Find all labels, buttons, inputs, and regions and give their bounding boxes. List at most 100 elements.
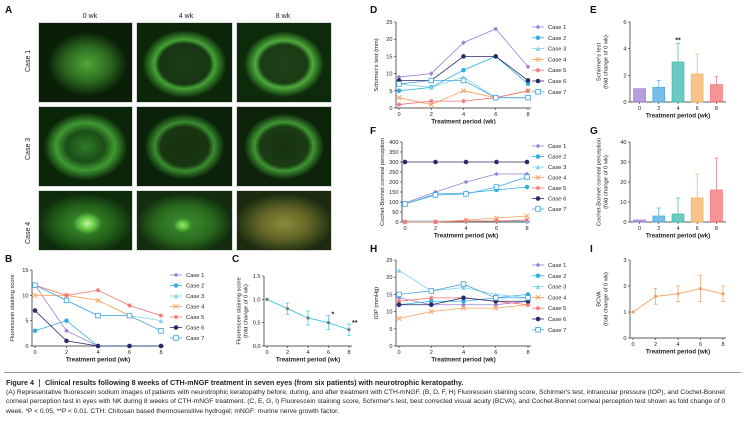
bar <box>633 219 646 223</box>
y-axis-label: Cochet-Bonnet corneal perception <box>380 138 386 226</box>
x-tick-label: 2 <box>430 350 433 356</box>
col-label-8wk: 8 wk <box>275 13 291 20</box>
data-point <box>494 218 499 224</box>
data-point <box>461 98 466 104</box>
data-point <box>158 343 164 349</box>
data-point <box>432 192 439 198</box>
y-tick-label: 50 <box>392 210 398 216</box>
legend-label: Case 5 <box>548 306 566 312</box>
y-axis-label: BCVA <box>597 291 603 306</box>
legend-marker <box>535 273 541 279</box>
y-tick-label: 0 <box>623 336 626 342</box>
data-point <box>396 291 402 298</box>
x-tick-label: 6 <box>696 106 699 112</box>
chart-h-iop: 0 5 10 15 20 25 0 2 4 6 8 Treatment period (wk) IOP … <box>374 258 567 364</box>
legend-label: Case 3 <box>186 294 204 300</box>
x-tick-label: 0 <box>265 350 268 356</box>
chart-i-axes: 0 1 2 3 0 2 4 6 8 Treatment period (wk) BCVA (fold … <box>597 258 726 356</box>
legend-marker <box>535 327 541 333</box>
x-tick-label: 0 <box>397 112 400 118</box>
x-tick-label: 8 <box>715 226 718 232</box>
series-case-7 <box>396 281 531 301</box>
legend-entry: Case 2 <box>532 35 566 42</box>
data-point <box>653 294 658 298</box>
legend-marker <box>535 35 541 41</box>
fluorescein-image-case1-0wk <box>38 22 133 103</box>
y-tick-label: 15 <box>386 292 392 298</box>
legend-label: Case 5 <box>186 315 204 321</box>
y-tick-label: 1.5 <box>253 274 261 280</box>
legend-marker <box>535 316 541 322</box>
x-tick-label: 2 <box>657 226 660 232</box>
data-point <box>460 305 467 311</box>
legend-entry: Case 5 <box>532 185 566 192</box>
legend-label: Case 3 <box>548 165 566 171</box>
bar <box>633 88 646 103</box>
legend-marker <box>173 293 179 299</box>
chart-c-fluorescein-fold: 0.0 0.5 1.0 1.5 0 2 4 6 8 Treatment period (wk) Fl… <box>237 274 358 364</box>
legend-label: Case 1 <box>186 273 204 279</box>
y-tick-label: 15 <box>386 54 392 60</box>
y-axis-label: IOP (mmHg) <box>374 287 380 319</box>
fluorescein-image-case1-8wk <box>236 22 332 103</box>
legend-entry: Case 6 <box>532 196 566 203</box>
y-tick-label: 6 <box>623 20 626 26</box>
y-tick-label: 350 <box>389 150 398 156</box>
col-label-4wk: 4 wk <box>178 13 194 20</box>
legend-label: Case 2 <box>186 284 204 290</box>
y-tick-label: 2 <box>623 73 626 79</box>
data-point <box>95 312 101 319</box>
legend-entry: Case 4 <box>532 174 567 182</box>
legend-entry: Case 5 <box>532 305 566 312</box>
legend-label: Case 2 <box>548 155 566 161</box>
legend-entry: Case 3 <box>532 164 566 171</box>
chart-h-axes: 0 5 10 15 20 25 0 2 4 6 8 Treatment period (wk) IOP … <box>374 258 531 364</box>
caption-body: (A) Representative fluorescein sodium im… <box>6 389 726 415</box>
row-label-case1: Case 1 <box>25 49 32 72</box>
legend-label: Case 7 <box>548 90 566 96</box>
legend-label: Case 7 <box>548 207 566 213</box>
legend-label: Case 3 <box>548 47 566 53</box>
data-point <box>64 328 69 334</box>
y-axis-label: Fluorescein staining score <box>10 274 16 341</box>
x-tick-label: 2 <box>430 112 433 118</box>
legend-label: Case 4 <box>548 176 567 182</box>
data-point <box>492 295 499 301</box>
series-case-5 <box>402 217 530 225</box>
significance-marker: ** <box>352 320 358 327</box>
legend-entry: Case 6 <box>532 316 566 323</box>
x-axis-label: Treatment period (wk) <box>431 119 495 125</box>
data-point <box>32 308 38 313</box>
y-axis-label: Schirmer's test (mm) <box>374 38 380 91</box>
chart-f-axes: 0 50 100 150 200 250 300 350 400 0 2 4 6 8 Treatment p… <box>380 138 530 240</box>
data-point <box>525 88 531 94</box>
data-point <box>326 321 331 325</box>
data-point <box>396 88 402 94</box>
legend-label: Case 1 <box>548 25 566 31</box>
legend-label: Case 6 <box>548 317 566 323</box>
legend-marker <box>535 174 541 181</box>
data-point <box>396 102 402 107</box>
x-tick-label: 0 <box>638 106 641 112</box>
x-tick-label: 8 <box>721 342 724 348</box>
x-tick-label: 4 <box>676 106 679 112</box>
chart-c-axes: 0.0 0.5 1.0 1.5 0 2 4 6 8 Treatment period (wk) Fl… <box>237 274 352 364</box>
legend-marker <box>535 154 541 159</box>
caption-divider <box>4 372 741 373</box>
x-tick-label: 6 <box>495 226 498 232</box>
legend-marker <box>173 303 179 310</box>
data-point <box>402 201 408 207</box>
legend-marker <box>173 272 179 278</box>
data-point <box>428 288 435 294</box>
legend-label: Case 4 <box>548 57 567 63</box>
series-case-7 <box>396 77 531 101</box>
data-point <box>524 159 530 165</box>
legend-entry: Case 3 <box>170 293 204 300</box>
legend-marker <box>535 164 541 170</box>
data-point <box>698 287 703 291</box>
series-case-6 <box>32 308 164 349</box>
legend-marker <box>173 325 179 330</box>
chart-e-schirmer-fold: 0 2 4 6 0 2 4 6 8 Treatment period (wk) Schirmer's… <box>597 20 726 120</box>
data-point <box>463 159 469 165</box>
y-tick-label: 0 <box>389 106 392 112</box>
